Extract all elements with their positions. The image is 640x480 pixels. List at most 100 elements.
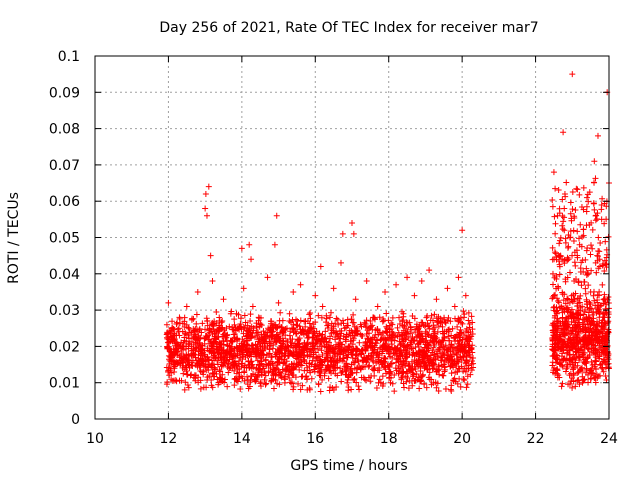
- data-point: [362, 342, 369, 349]
- data-point: [598, 302, 605, 309]
- data-point: [165, 299, 172, 306]
- data-point: [549, 244, 556, 251]
- data-point: [394, 324, 401, 331]
- data-point: [254, 374, 261, 381]
- data-point: [315, 353, 322, 360]
- data-point: [428, 312, 435, 319]
- data-point: [444, 317, 451, 324]
- data-point: [565, 243, 572, 250]
- data-point: [299, 373, 306, 380]
- data-point: [164, 330, 171, 337]
- data-point: [426, 354, 433, 361]
- data-point: [570, 378, 577, 385]
- data-point: [180, 347, 187, 354]
- data-point: [403, 319, 410, 326]
- data-point: [442, 366, 449, 373]
- data-point: [461, 331, 468, 338]
- data-point: [550, 281, 557, 288]
- data-point: [575, 345, 582, 352]
- data-point: [396, 333, 403, 340]
- data-point: [189, 362, 196, 369]
- data-point: [399, 336, 406, 343]
- data-point: [584, 355, 591, 362]
- data-point: [298, 358, 305, 365]
- data-point: [184, 381, 191, 388]
- data-point: [398, 361, 405, 368]
- data-point: [556, 374, 563, 381]
- data-point: [199, 320, 206, 327]
- data-point: [402, 347, 409, 354]
- data-point: [310, 330, 317, 337]
- data-point: [600, 368, 607, 375]
- data-point: [556, 237, 563, 244]
- data-point: [220, 296, 227, 303]
- data-markers: [163, 71, 612, 395]
- data-point: [405, 385, 412, 392]
- data-point: [567, 337, 574, 344]
- data-point: [550, 304, 557, 311]
- data-point: [233, 335, 240, 342]
- data-point: [344, 379, 351, 386]
- data-point: [239, 356, 246, 363]
- data-point: [592, 175, 599, 182]
- data-point: [457, 383, 464, 390]
- data-point: [252, 334, 259, 341]
- data-point: [183, 343, 190, 350]
- data-point: [406, 367, 413, 374]
- data-point: [206, 361, 213, 368]
- data-point: [452, 315, 459, 322]
- data-point: [193, 345, 200, 352]
- data-point: [553, 285, 560, 292]
- data-point: [399, 317, 406, 324]
- data-point: [557, 253, 564, 260]
- data-point: [333, 358, 340, 365]
- data-point: [339, 317, 346, 324]
- data-point: [569, 328, 576, 335]
- data-point: [281, 347, 288, 354]
- data-point: [258, 371, 265, 378]
- data-point: [350, 311, 357, 318]
- data-point: [366, 325, 373, 332]
- data-point: [364, 356, 371, 363]
- data-point: [210, 350, 217, 357]
- data-point: [574, 186, 581, 193]
- data-point: [590, 342, 597, 349]
- data-point: [348, 338, 355, 345]
- data-point: [563, 179, 570, 186]
- data-point: [214, 376, 221, 383]
- data-point: [178, 339, 185, 346]
- data-point: [299, 349, 306, 356]
- data-point: [182, 329, 189, 336]
- data-point: [464, 381, 471, 388]
- data-point: [432, 379, 439, 386]
- data-point: [413, 334, 420, 341]
- data-point: [248, 256, 255, 263]
- data-point: [368, 372, 375, 379]
- data-point: [389, 321, 396, 328]
- data-point: [465, 309, 472, 316]
- data-point: [224, 357, 231, 364]
- data-point: [448, 341, 455, 348]
- data-point: [429, 347, 436, 354]
- data-point: [405, 363, 412, 370]
- data-point: [602, 339, 609, 346]
- data-point: [263, 380, 270, 387]
- data-point: [595, 234, 602, 241]
- data-point: [256, 361, 263, 368]
- data-point: [555, 345, 562, 352]
- data-point: [183, 331, 190, 338]
- data-point: [590, 349, 597, 356]
- data-point: [566, 356, 573, 363]
- data-point: [574, 228, 581, 235]
- data-point: [422, 321, 429, 328]
- data-point: [560, 341, 567, 348]
- data-point: [460, 308, 467, 315]
- data-point: [376, 314, 383, 321]
- data-point: [167, 348, 174, 355]
- data-point: [217, 375, 224, 382]
- data-point: [318, 368, 325, 375]
- data-point: [598, 323, 605, 330]
- data-point: [431, 311, 438, 318]
- data-point: [416, 322, 423, 329]
- data-point: [262, 381, 269, 388]
